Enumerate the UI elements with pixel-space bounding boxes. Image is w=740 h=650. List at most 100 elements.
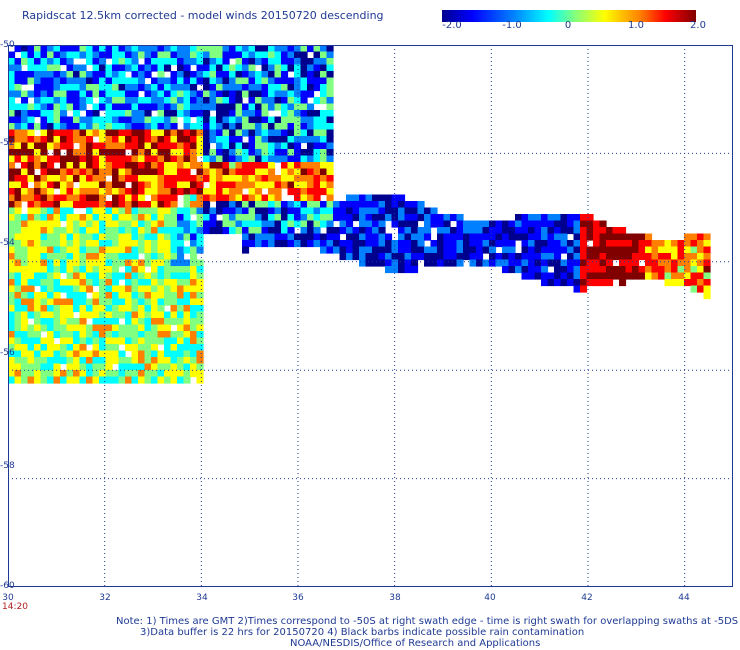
wind-difference-pixel	[222, 110, 230, 118]
wind-difference-pixel	[547, 246, 555, 254]
wind-difference-pixel	[73, 84, 81, 92]
wind-difference-pixel	[79, 194, 87, 202]
wind-difference-pixel	[79, 149, 87, 157]
wind-difference-pixel	[99, 123, 107, 131]
wind-difference-pixel	[125, 84, 133, 92]
wind-difference-pixel	[112, 201, 120, 209]
wind-difference-pixel	[612, 227, 620, 235]
wind-difference-pixel	[151, 318, 159, 326]
wind-difference-pixel	[151, 51, 159, 59]
wind-difference-pixel	[92, 350, 100, 358]
wind-difference-pixel	[703, 233, 711, 241]
wind-difference-pixel	[183, 305, 191, 313]
wind-difference-pixel	[21, 253, 29, 261]
wind-difference-pixel	[339, 240, 347, 248]
lon-label: 42	[581, 593, 593, 603]
wind-difference-pixel	[105, 181, 113, 189]
wind-difference-pixel	[177, 129, 185, 137]
wind-difference-pixel	[14, 103, 22, 111]
wind-difference-pixel	[92, 116, 100, 124]
wind-difference-pixel	[196, 149, 204, 157]
wind-difference-pixel	[203, 175, 211, 183]
wind-difference-pixel	[209, 227, 217, 235]
wind-difference-pixel	[567, 246, 575, 254]
wind-difference-pixel	[684, 279, 692, 287]
wind-difference-pixel	[138, 188, 146, 196]
wind-difference-pixel	[92, 370, 100, 378]
wind-difference-pixel	[170, 201, 178, 209]
wind-difference-pixel	[222, 175, 230, 183]
wind-difference-pixel	[541, 233, 549, 241]
wind-difference-pixel	[632, 266, 640, 274]
wind-difference-pixel	[8, 142, 16, 150]
wind-difference-pixel	[157, 220, 165, 228]
wind-difference-pixel	[8, 188, 16, 196]
wind-difference-pixel	[105, 331, 113, 339]
wind-difference-pixel	[157, 142, 165, 150]
wind-difference-pixel	[53, 71, 61, 79]
wind-difference-pixel	[66, 123, 74, 131]
wind-difference-pixel	[183, 142, 191, 150]
wind-difference-pixel	[60, 285, 68, 293]
wind-difference-pixel	[164, 259, 172, 267]
wind-difference-pixel	[430, 207, 438, 215]
wind-difference-pixel	[73, 51, 81, 59]
wind-difference-pixel	[177, 214, 185, 222]
wind-difference-pixel	[261, 142, 269, 150]
wind-difference-pixel	[14, 71, 22, 79]
wind-difference-pixel	[508, 233, 516, 241]
wind-difference-pixel	[14, 110, 22, 118]
wind-difference-pixel	[138, 207, 146, 215]
wind-difference-pixel	[287, 64, 295, 72]
wind-difference-pixel	[365, 207, 373, 215]
wind-difference-pixel	[443, 240, 451, 248]
wind-difference-pixel	[606, 266, 614, 274]
wind-difference-pixel	[131, 155, 139, 163]
wind-difference-pixel	[92, 149, 100, 157]
colorbar-tick: -2.0	[442, 20, 462, 31]
wind-difference-pixel	[287, 181, 295, 189]
wind-difference-pixel	[40, 305, 48, 313]
wind-difference-pixel	[274, 233, 282, 241]
wind-difference-pixel	[313, 155, 321, 163]
wind-difference-pixel	[209, 116, 217, 124]
wind-difference-pixel	[79, 370, 87, 378]
wind-difference-pixel	[281, 155, 289, 163]
wind-difference-pixel	[255, 214, 263, 222]
wind-difference-pixel	[138, 305, 146, 313]
wind-difference-pixel	[151, 181, 159, 189]
wind-difference-pixel	[222, 142, 230, 150]
wind-difference-pixel	[118, 162, 126, 170]
wind-difference-pixel	[157, 123, 165, 131]
wind-difference-pixel	[326, 97, 334, 105]
wind-difference-pixel	[79, 344, 87, 352]
wind-difference-pixel	[151, 123, 159, 131]
wind-difference-pixel	[372, 253, 380, 261]
wind-difference-pixel	[99, 97, 107, 105]
wind-difference-pixel	[164, 292, 172, 300]
wind-difference-pixel	[177, 175, 185, 183]
wind-difference-pixel	[79, 357, 87, 365]
wind-difference-pixel	[73, 344, 81, 352]
wind-difference-pixel	[391, 194, 399, 202]
wind-difference-pixel	[255, 51, 263, 59]
wind-difference-pixel	[79, 201, 87, 209]
wind-difference-pixel	[229, 162, 237, 170]
wind-difference-pixel	[47, 363, 55, 371]
wind-difference-pixel	[47, 103, 55, 111]
wind-difference-pixel	[430, 246, 438, 254]
wind-difference-pixel	[99, 298, 107, 306]
wind-difference-pixel	[60, 188, 68, 196]
wind-difference-pixel	[157, 266, 165, 274]
lat-label: -56	[0, 348, 15, 358]
wind-difference-pixel	[404, 201, 412, 209]
wind-difference-pixel	[294, 90, 302, 98]
wind-difference-pixel	[177, 142, 185, 150]
wind-difference-pixel	[14, 305, 22, 313]
wind-difference-pixel	[40, 45, 48, 53]
wind-difference-pixel	[21, 337, 29, 345]
wind-difference-pixel	[21, 272, 29, 280]
wind-difference-pixel	[222, 116, 230, 124]
wind-difference-pixel	[261, 214, 269, 222]
wind-difference-pixel	[255, 227, 263, 235]
